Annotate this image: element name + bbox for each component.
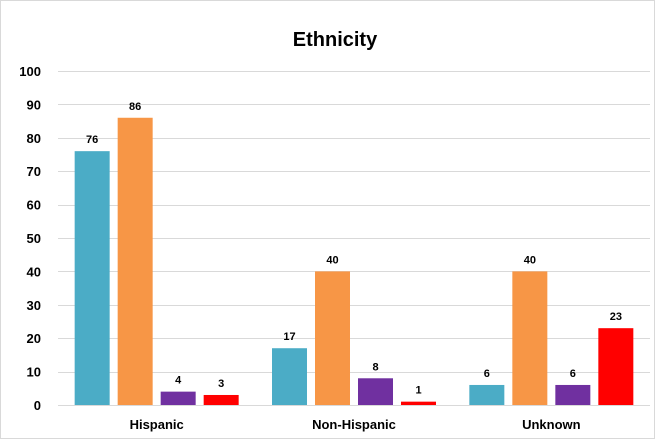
bar-hispanic-series-2 — [117, 117, 153, 405]
x-category-label: Non-Hispanic — [312, 417, 396, 432]
data-label: 3 — [218, 378, 224, 390]
chart-title: Ethnicity — [293, 29, 378, 51]
data-label: 6 — [570, 368, 576, 380]
bar-non-hispanic-series-1 — [272, 348, 307, 405]
data-label: 76 — [86, 134, 98, 146]
y-tick-label: 90 — [27, 97, 41, 112]
data-labels: 76 86 4 3 17 40 8 1 6 40 6 23 — [86, 101, 622, 397]
bar-unknown-series-2 — [512, 271, 548, 405]
data-label: 17 — [283, 331, 295, 343]
data-label: 23 — [610, 311, 622, 323]
y-tick-label: 40 — [27, 264, 41, 279]
y-tick-label: 80 — [27, 131, 41, 146]
data-label: 4 — [175, 375, 182, 387]
y-tick-label: 50 — [27, 231, 41, 246]
bars — [74, 117, 634, 405]
data-label: 6 — [484, 368, 490, 380]
bar-unknown-series-4 — [598, 328, 634, 405]
y-tick-label: 60 — [27, 198, 41, 213]
bar-hispanic-series-4 — [203, 394, 239, 405]
bar-hispanic-series-1 — [74, 151, 110, 405]
y-tick-label: 70 — [27, 164, 41, 179]
data-label: 1 — [415, 385, 421, 397]
data-label: 40 — [524, 254, 536, 266]
bar-unknown-series-1 — [469, 384, 505, 405]
data-label: 8 — [372, 361, 378, 373]
data-label: 86 — [129, 101, 141, 113]
bar-unknown-series-3 — [555, 384, 591, 405]
x-axis-category-labels: Hispanic Non-Hispanic Unknown — [130, 417, 581, 432]
bar-non-hispanic-series-3 — [358, 378, 393, 405]
x-category-label: Hispanic — [130, 417, 184, 432]
y-tick-label: 10 — [27, 365, 41, 380]
bar-hispanic-series-3 — [160, 391, 196, 405]
y-tick-label: 100 — [19, 64, 41, 79]
gridlines — [58, 71, 650, 406]
y-tick-label: 0 — [34, 398, 41, 413]
data-label: 40 — [326, 254, 338, 266]
y-tick-label: 30 — [27, 298, 41, 313]
bar-non-hispanic-series-4 — [401, 401, 436, 405]
bar-non-hispanic-series-2 — [315, 271, 350, 405]
x-category-label: Unknown — [522, 417, 581, 432]
y-tick-label: 20 — [27, 331, 41, 346]
y-axis-tick-labels: 0 10 20 30 40 50 60 70 80 90 100 — [19, 64, 41, 413]
